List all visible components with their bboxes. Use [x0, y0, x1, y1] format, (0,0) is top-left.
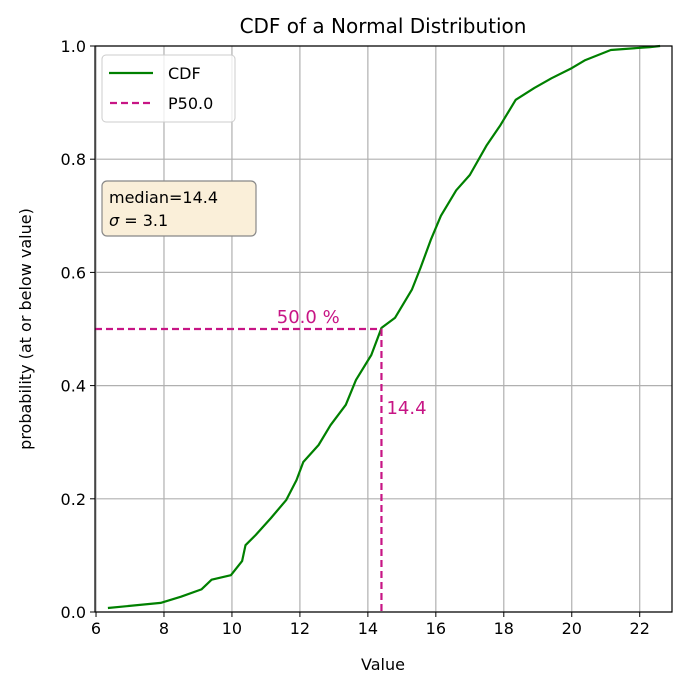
x-tick-label: 12 [290, 619, 310, 638]
median-text: median=14.4 [109, 188, 218, 207]
stats-annotation-box: median=14.4 σ = 3.1 [101, 180, 257, 237]
y-axis-label: probability (at or below value) [16, 208, 35, 450]
y-tick-label: 0.2 [61, 490, 86, 509]
x-tick-label: 20 [562, 619, 582, 638]
y-tick-label: 1.0 [61, 37, 86, 56]
x-tick-label: 22 [630, 619, 650, 638]
legend: CDF P50.0 [101, 54, 236, 123]
percentile-x-label: 14.4 [386, 398, 426, 419]
chart-title: CDF of a Normal Distribution [240, 14, 527, 38]
x-tick-label: 14 [358, 619, 378, 638]
ticks: 6 8 10 12 14 16 18 20 22 0.0 0.2 0.4 0.6 0.8 1.0 [61, 37, 650, 638]
legend-p50-label: P50.0 [168, 94, 213, 113]
legend-cdf-label: CDF [168, 64, 201, 83]
x-tick-label: 16 [426, 619, 446, 638]
percentile-y-label: 50.0 % [277, 307, 340, 328]
x-tick-label: 6 [91, 619, 101, 638]
series-layer [95, 44, 661, 612]
x-axis-label: Value [361, 655, 405, 674]
y-tick-label: 0.8 [61, 150, 86, 169]
x-tick-label: 18 [494, 619, 514, 638]
x-tick-label: 8 [159, 619, 169, 638]
y-tick-label: 0.0 [61, 603, 86, 622]
axes-frame [94, 45, 673, 613]
sigma-text: σ = 3.1 [109, 211, 168, 230]
x-tick-label: 10 [222, 619, 242, 638]
y-tick-label: 0.4 [61, 377, 86, 396]
cdf-line [107, 44, 661, 610]
grid [95, 45, 672, 613]
y-tick-label: 0.6 [61, 263, 86, 282]
